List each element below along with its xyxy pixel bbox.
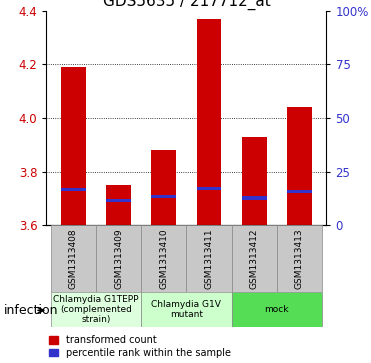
Bar (141, 292, 232, 327)
Bar (151, 150, 176, 225)
Text: GSM1313412: GSM1313412 (250, 228, 259, 289)
Bar (287, 190, 312, 193)
Text: GSM1313411: GSM1313411 (204, 228, 214, 289)
Title: GDS5635 / 217712_at: GDS5635 / 217712_at (102, 0, 270, 9)
Bar (106, 199, 131, 202)
Bar (61, 67, 86, 225)
Bar (61, 188, 86, 191)
Bar (242, 137, 267, 225)
Text: GSM1313410: GSM1313410 (159, 228, 168, 289)
Bar (96, 225, 141, 292)
Text: Chlamydia G1V
mutant: Chlamydia G1V mutant (151, 300, 221, 319)
Text: GSM1313409: GSM1313409 (114, 228, 123, 289)
Bar (232, 292, 322, 327)
Bar (106, 185, 131, 225)
Bar (141, 225, 187, 292)
Text: mock: mock (265, 305, 289, 314)
Text: GSM1313408: GSM1313408 (69, 228, 78, 289)
Legend: transformed count, percentile rank within the sample: transformed count, percentile rank withi… (49, 335, 231, 358)
Bar (51, 292, 141, 327)
Text: Chlamydia G1TEPP
(complemented
strain): Chlamydia G1TEPP (complemented strain) (53, 294, 139, 325)
Text: GSM1313413: GSM1313413 (295, 228, 304, 289)
Bar (277, 225, 322, 292)
Bar (197, 187, 221, 190)
Text: infection: infection (4, 304, 58, 317)
Bar (187, 225, 232, 292)
Bar (151, 195, 176, 198)
Bar (232, 225, 277, 292)
Bar (287, 107, 312, 225)
Bar (242, 196, 267, 200)
Bar (51, 225, 96, 292)
Bar (197, 19, 221, 225)
